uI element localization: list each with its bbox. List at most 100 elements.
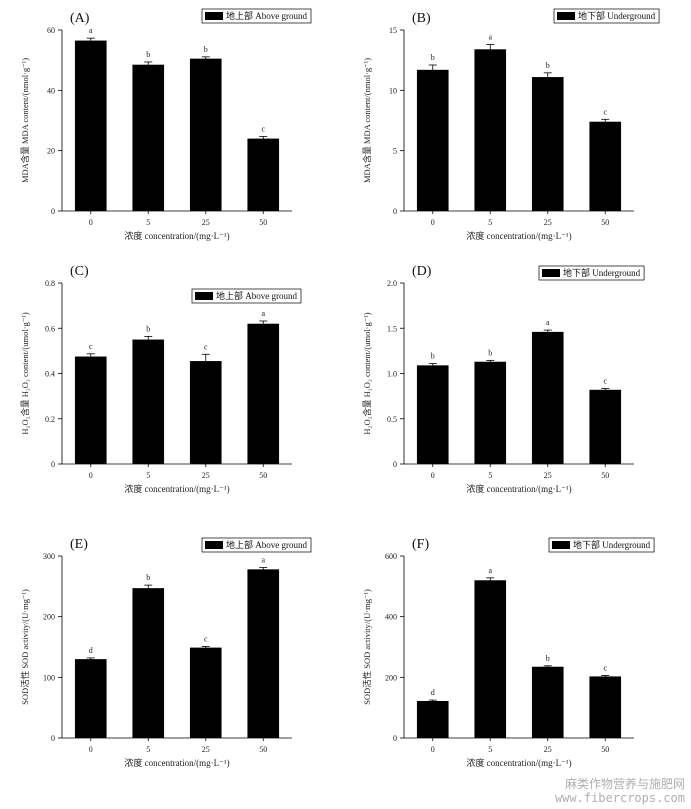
significance-letter: a (488, 566, 492, 575)
chart-panel: 0 200 400 600 d 0 a 5 b 25 c 50 浓度 concentration/(mg… (362, 537, 655, 768)
y-tick-label: 0 (393, 207, 397, 216)
x-tick-label: 0 (89, 218, 93, 227)
x-tick-label: 25 (544, 218, 552, 227)
y-tick-label: 0.2 (45, 415, 55, 424)
significance-letter: d (431, 688, 435, 697)
significance-letter: a (488, 32, 492, 41)
legend-label: 地上部 Above ground (226, 539, 307, 550)
x-tick-label: 5 (146, 471, 150, 480)
bar (474, 580, 507, 738)
y-tick-label: 5 (393, 147, 397, 156)
legend-swatch (205, 541, 223, 549)
bar (416, 365, 449, 464)
x-tick-label: 25 (202, 471, 210, 480)
significance-letter: b (146, 324, 150, 333)
legend-swatch (542, 269, 560, 277)
bar (589, 121, 622, 211)
x-tick-label: 0 (431, 745, 435, 754)
x-axis-label: 浓度 concentration/(mg·L⁻¹) (124, 483, 229, 494)
bar (247, 569, 280, 738)
y-tick-label: 100 (43, 673, 55, 682)
significance-letter: d (89, 646, 93, 655)
legend-swatch (205, 12, 223, 20)
significance-letter: c (204, 342, 208, 351)
x-tick-label: 25 (544, 471, 552, 480)
y-axis-label: SOD活性 SOD activity/(U·mg⁻¹) (20, 589, 30, 705)
panel-label: (B) (412, 11, 431, 26)
legend-box (553, 8, 660, 24)
y-tick-label: 0.6 (45, 324, 55, 333)
significance-letter: b (146, 573, 150, 582)
bar (416, 69, 449, 211)
panel-label: (F) (412, 537, 429, 552)
y-axis-label: SOD活性 SOD activity/(U·mg⁻¹) (362, 589, 372, 705)
x-tick-label: 0 (431, 218, 435, 227)
significance-letter: b (488, 348, 492, 357)
legend-label: 地下部 Underground (573, 539, 651, 550)
y-tick-label: 200 (385, 673, 397, 682)
y-tick-label: 10 (389, 86, 397, 95)
y-tick-label: 0.5 (387, 415, 397, 424)
x-tick-label: 50 (259, 218, 267, 227)
legend-swatch (557, 12, 575, 20)
y-tick-label: 1.0 (387, 370, 397, 379)
chart-panel: 0 0.5 1.0 1.5 2.0 b 0 b 5 a 25 c 50 浓度 concentration/… (362, 264, 645, 494)
watermark-url: www.fibercrops.com (554, 791, 685, 805)
legend-box (548, 537, 655, 553)
legend-box (201, 537, 312, 553)
bar (74, 40, 107, 211)
y-tick-label: 2.0 (387, 279, 397, 288)
x-tick-label: 0 (89, 471, 93, 480)
bar (74, 356, 107, 464)
chart-panel: 0 100 200 300 d 0 b 5 c 25 a 50 浓度 concentration/(mg… (20, 537, 312, 768)
x-tick-label: 25 (202, 745, 210, 754)
legend: 地上部 Above ground (201, 537, 312, 553)
y-tick-label: 0 (51, 460, 55, 469)
bar (132, 588, 165, 738)
bar (474, 49, 507, 211)
bar (416, 700, 449, 738)
bar (247, 323, 280, 464)
y-tick-label: 15 (389, 26, 397, 35)
y-axis-label: MDA含量 MDA content/(nmol·g⁻¹) (362, 58, 372, 183)
legend-swatch (195, 292, 213, 300)
significance-letter: b (546, 654, 550, 663)
legend: 地下部 Underground (538, 265, 645, 281)
legend-label: 地上部 Above ground (216, 290, 297, 301)
legend: 地上部 Above ground (191, 288, 302, 304)
y-axis-label: H₂O₂含量 H₂O₂ content/(umol·g⁻¹) (362, 312, 372, 434)
x-tick-label: 5 (488, 745, 492, 754)
significance-letter: b (546, 61, 550, 70)
legend-label: 地下部 Underground (563, 267, 641, 278)
panel-label: (C) (70, 264, 89, 279)
y-tick-label: 20 (47, 147, 55, 156)
significance-letter: b (431, 53, 435, 62)
legend-box (538, 265, 645, 281)
bar (531, 666, 564, 738)
legend-box (191, 288, 302, 304)
significance-letter: c (603, 107, 607, 116)
significance-letter: a (261, 556, 265, 565)
panel-label: (E) (70, 537, 88, 552)
bar (474, 361, 507, 464)
bar (247, 138, 280, 211)
legend-swatch (552, 541, 570, 549)
x-tick-label: 50 (259, 471, 267, 480)
x-tick-label: 50 (601, 471, 609, 480)
x-tick-label: 25 (202, 218, 210, 227)
significance-letter: b (146, 50, 150, 59)
x-tick-label: 50 (259, 745, 267, 754)
y-tick-label: 1.5 (387, 324, 397, 333)
bar (189, 58, 222, 212)
bar (589, 389, 622, 464)
legend: 地下部 Underground (553, 8, 660, 24)
y-axis-label: MDA含量 MDA content/(nmol·g⁻¹) (20, 58, 30, 183)
legend-box (201, 8, 312, 24)
chart-panel: 0 20 40 60 a 0 b 5 b 25 c 50 浓度 concentration/(mg·L⁻… (20, 8, 312, 241)
significance-letter: c (603, 664, 607, 673)
x-tick-label: 50 (601, 218, 609, 227)
y-tick-label: 0 (51, 207, 55, 216)
x-axis-label: 浓度 concentration/(mg·L⁻¹) (124, 230, 229, 241)
legend-label: 地上部 Above ground (226, 10, 307, 21)
